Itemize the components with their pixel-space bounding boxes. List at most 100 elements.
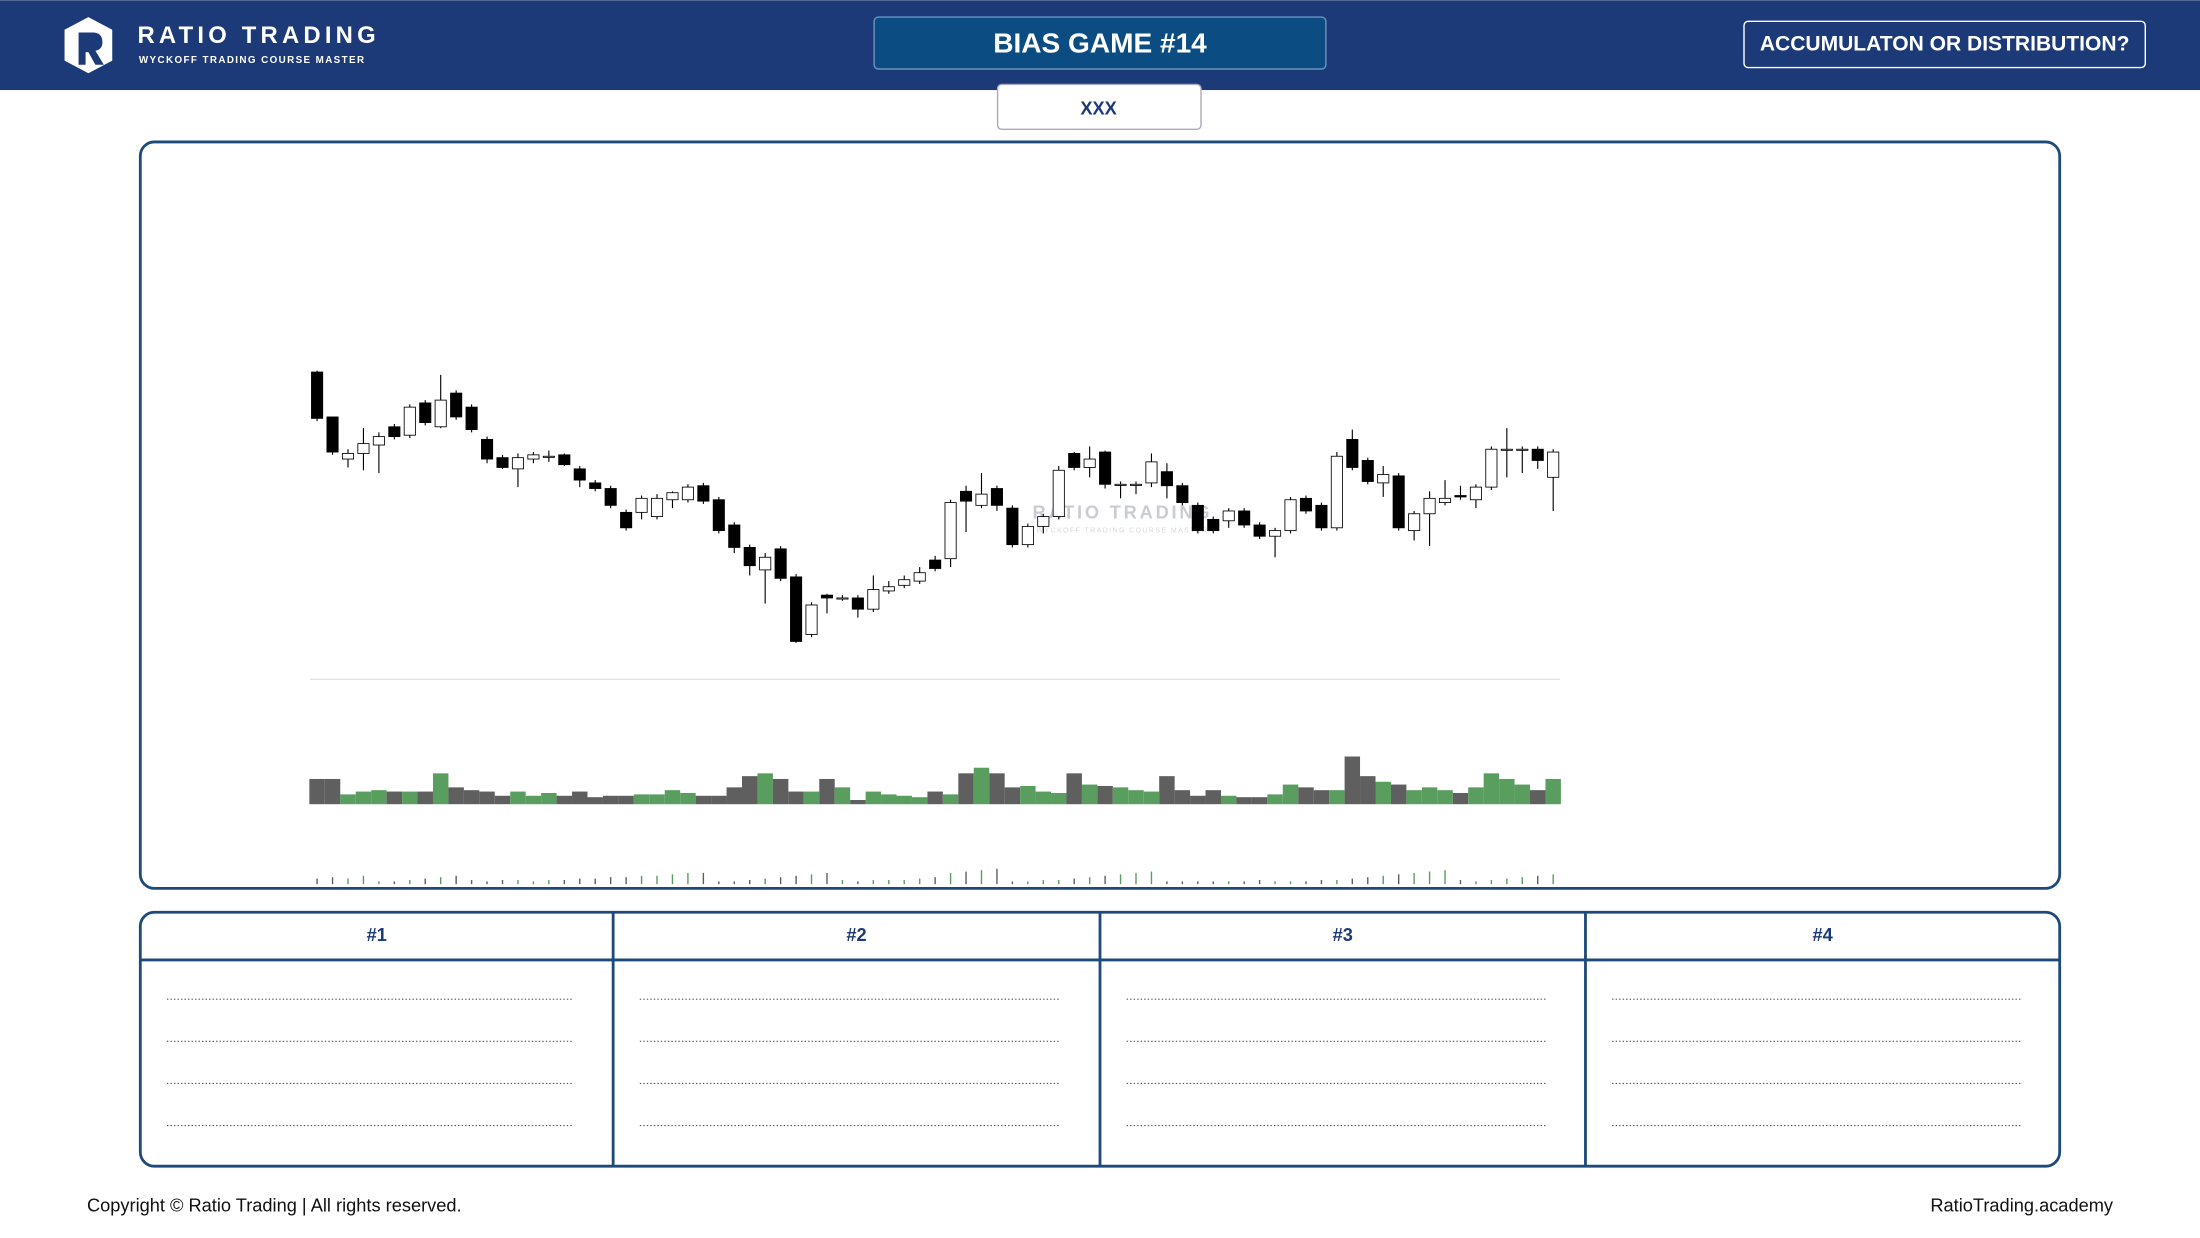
column-header: #3 bbox=[1333, 924, 1353, 945]
candle-body bbox=[851, 597, 864, 610]
candle-body bbox=[388, 426, 401, 438]
candle-body bbox=[929, 559, 942, 569]
candle-body bbox=[419, 402, 432, 423]
volume-bar bbox=[309, 778, 325, 805]
volume-bar bbox=[1452, 792, 1469, 805]
candle-body bbox=[990, 488, 1003, 506]
volume-bar bbox=[1251, 797, 1268, 805]
candle-body bbox=[1392, 475, 1405, 529]
candle-body bbox=[1377, 474, 1390, 484]
volume-bar bbox=[1530, 790, 1546, 805]
volume-bar bbox=[896, 795, 912, 805]
candle-body bbox=[1037, 516, 1050, 527]
volume-bar bbox=[695, 795, 712, 805]
tab-label[interactable]: XXX bbox=[1080, 98, 1116, 119]
volume-bar bbox=[494, 795, 511, 805]
volume-bar bbox=[1143, 791, 1160, 805]
volume-bar bbox=[927, 791, 943, 805]
candle-body bbox=[898, 579, 911, 586]
candle-body bbox=[944, 502, 957, 560]
volume-bar bbox=[1205, 790, 1221, 805]
volume-bar bbox=[1514, 784, 1531, 805]
candle-body bbox=[790, 576, 803, 642]
candle-body bbox=[774, 548, 787, 579]
volume-bar bbox=[711, 795, 727, 805]
candle-body bbox=[1145, 461, 1158, 484]
volume-bar bbox=[680, 792, 696, 805]
volume-bar bbox=[402, 791, 418, 805]
volume-bar bbox=[1406, 790, 1422, 805]
candle-body bbox=[558, 454, 571, 466]
volume-bar bbox=[1267, 794, 1283, 805]
brand: RATIO TRADING bbox=[138, 22, 380, 49]
volume-bar bbox=[649, 794, 665, 805]
site-link[interactable]: RatioTrading.academy bbox=[1930, 1195, 2114, 1216]
candle-body bbox=[1160, 471, 1173, 487]
volume-bar bbox=[942, 794, 959, 805]
volume-bar bbox=[1097, 785, 1113, 805]
candle-body bbox=[1114, 483, 1127, 486]
volume-bar bbox=[417, 791, 433, 805]
volume-bar bbox=[572, 791, 588, 805]
candle-body bbox=[481, 438, 494, 460]
volume-bar bbox=[324, 778, 341, 805]
tab[interactable] bbox=[996, 83, 1202, 131]
copyright: Copyright © Ratio Trading | All rights r… bbox=[87, 1195, 462, 1216]
volume-bar bbox=[1051, 792, 1067, 805]
question[interactable]: ACCUMULATON OR DISTRIBUTION? bbox=[1760, 33, 2130, 56]
candle-body bbox=[1516, 448, 1529, 451]
question-button[interactable] bbox=[1743, 20, 2146, 69]
volume-bar bbox=[1035, 791, 1052, 805]
volume-bar bbox=[1020, 785, 1036, 805]
candle-body bbox=[1176, 485, 1189, 503]
candle-body bbox=[1269, 530, 1282, 537]
volume-bar bbox=[958, 773, 974, 805]
candle-body bbox=[1299, 497, 1313, 512]
volume-bar bbox=[772, 778, 789, 805]
candle-body bbox=[836, 597, 849, 600]
candle-body bbox=[620, 511, 633, 529]
volume-bar bbox=[371, 790, 387, 805]
candle-body bbox=[527, 454, 540, 460]
logo-mark bbox=[78, 32, 104, 65]
candle-body bbox=[697, 485, 710, 502]
volume-bar bbox=[819, 778, 835, 805]
candle-body bbox=[1129, 483, 1143, 486]
title: BIAS GAME #14 bbox=[993, 28, 1207, 59]
candle-body bbox=[820, 594, 834, 599]
volume-bar bbox=[1313, 790, 1330, 805]
column-header: #1 bbox=[367, 924, 387, 945]
candle-body bbox=[1207, 518, 1220, 532]
candle-body bbox=[311, 371, 324, 419]
candle-body bbox=[712, 499, 725, 532]
volume-bar bbox=[355, 791, 372, 805]
candle-body bbox=[913, 572, 926, 582]
volume-bar bbox=[541, 792, 557, 805]
candle-body bbox=[326, 416, 339, 453]
volume-bar bbox=[788, 791, 804, 805]
volume-bar bbox=[1128, 790, 1144, 805]
volume-bar bbox=[803, 791, 820, 805]
watermark-sub: WYCKOFF TRADING COURSE MASTER bbox=[1036, 527, 1208, 534]
candle-body bbox=[511, 457, 524, 470]
volume-bar bbox=[510, 791, 526, 805]
volume-bar bbox=[448, 787, 464, 805]
volume-bar bbox=[865, 791, 882, 805]
volume-bar bbox=[633, 794, 650, 805]
volume-bar bbox=[1421, 787, 1438, 805]
volume-bar bbox=[525, 795, 542, 805]
candle-body bbox=[1284, 499, 1297, 532]
column-header: #4 bbox=[1812, 924, 1833, 945]
candle-body bbox=[372, 436, 385, 446]
volume-bar bbox=[1390, 784, 1407, 805]
volume-bar bbox=[911, 797, 928, 805]
volume-bar bbox=[340, 794, 356, 805]
candle-body bbox=[759, 556, 772, 571]
candle-body bbox=[341, 453, 355, 460]
volume-bar bbox=[386, 791, 403, 805]
volume-bar bbox=[973, 767, 990, 805]
plot bbox=[309, 370, 1561, 885]
volume-bar bbox=[1190, 795, 1206, 805]
